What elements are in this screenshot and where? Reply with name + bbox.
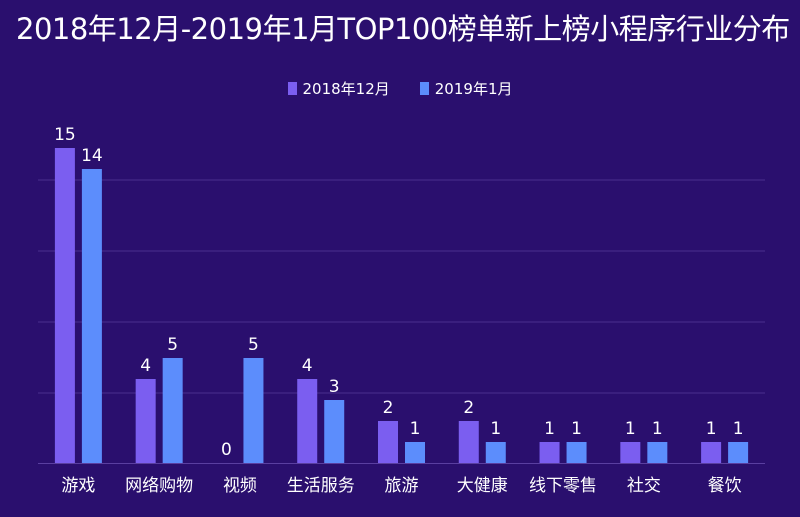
legend-label-series-1: 2018年12月 [302, 80, 390, 98]
data-label: 4 [302, 356, 313, 376]
bar-series-2[interactable] [566, 442, 587, 463]
bar-series-2[interactable] [324, 400, 345, 463]
x-tick-label: 游戏 [61, 476, 95, 496]
bar-series-2[interactable] [81, 169, 102, 463]
legend-item-series-1[interactable]: 2018年12月 [287, 78, 390, 99]
bar-series-2[interactable] [162, 358, 183, 463]
x-tick-label: 生活服务 [287, 476, 355, 496]
x-tick-label: 旅游 [385, 476, 419, 496]
data-label: 1 [410, 419, 421, 439]
bar-series-1[interactable] [378, 421, 398, 463]
chart-title: 2018年12月-2019年1月TOP100榜单新上榜小程序行业分布 [16, 12, 790, 46]
data-label: 0 [221, 440, 232, 460]
bar-series-1[interactable] [297, 379, 318, 463]
data-label: 1 [625, 419, 636, 439]
data-label: 1 [490, 419, 501, 439]
data-label: 1 [652, 419, 663, 439]
data-label: 5 [248, 335, 259, 355]
legend-swatch-series-1 [287, 82, 297, 95]
bar-series-1[interactable] [54, 148, 75, 463]
bar-series-1[interactable] [620, 442, 641, 463]
x-tick-label: 视频 [223, 476, 257, 496]
x-tick-label: 线下零售 [529, 476, 597, 496]
data-label: 4 [140, 356, 151, 376]
legend-item-series-2[interactable]: 2019年1月 [419, 78, 513, 99]
x-tick-label: 餐饮 [708, 476, 742, 496]
bar-series-2[interactable] [728, 442, 749, 463]
bar-series-2[interactable] [485, 442, 506, 463]
chart-legend: 2018年12月 2019年1月 [0, 78, 800, 99]
data-label: 2 [463, 398, 474, 418]
data-label: 3 [329, 377, 340, 397]
data-label: 14 [81, 146, 103, 166]
bar-series-1[interactable] [135, 379, 156, 463]
legend-label-series-2: 2019年1月 [434, 80, 513, 98]
bar-series-1[interactable] [539, 442, 560, 463]
x-tick-label: 大健康 [457, 476, 508, 496]
bar-series-2[interactable] [243, 358, 264, 463]
x-tick-label: 社交 [627, 476, 661, 496]
data-label: 5 [167, 335, 178, 355]
data-label: 2 [383, 398, 394, 418]
bar-series-2[interactable] [647, 442, 668, 463]
x-tick-label: 网络购物 [125, 476, 193, 496]
data-label: 15 [54, 125, 76, 145]
bar-series-2[interactable] [405, 442, 425, 463]
data-label: 1 [544, 419, 555, 439]
data-label: 1 [733, 419, 744, 439]
data-label: 1 [571, 419, 582, 439]
legend-swatch-series-2 [419, 82, 429, 95]
bar-series-1[interactable] [701, 442, 722, 463]
data-label: 1 [706, 419, 717, 439]
bar-series-1[interactable] [458, 421, 479, 463]
